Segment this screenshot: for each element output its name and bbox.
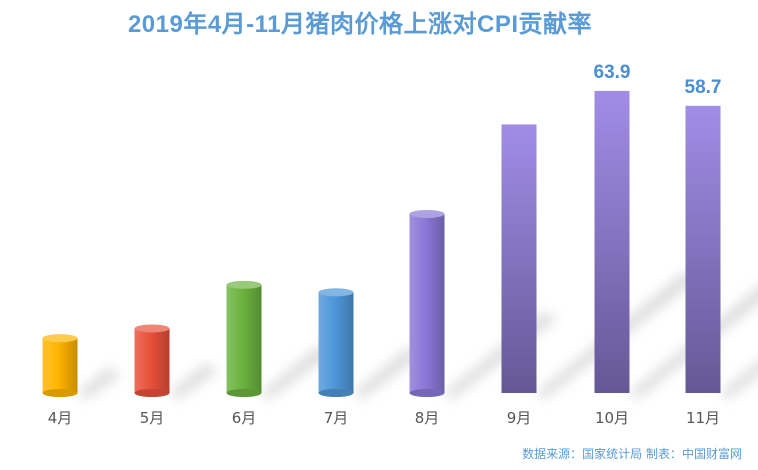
bar-shadow xyxy=(77,368,122,399)
bar-8月 xyxy=(409,213,445,393)
bar-base xyxy=(226,389,262,397)
x-tick-label: 8月 xyxy=(415,409,440,427)
bar-9月 xyxy=(501,124,537,393)
chart-title: 2019年4月-11月猪肉价格上涨对CPI贡献率 xyxy=(127,11,593,38)
bar-4月 xyxy=(42,338,78,393)
bar-shadow xyxy=(169,363,219,399)
bar-6月 xyxy=(226,284,262,393)
bar-base xyxy=(409,389,445,397)
bar-shadow xyxy=(720,362,758,399)
bars xyxy=(42,90,721,397)
x-tick-label: 10月 xyxy=(595,409,629,427)
x-axis-ticks: 4月 5月 6月 7月 8月 9月 10月 11月 xyxy=(48,409,720,427)
bar-cap xyxy=(318,288,354,297)
x-tick-label: 6月 xyxy=(232,409,257,427)
bar-base xyxy=(134,389,170,397)
data-label: 63.9 xyxy=(594,62,631,83)
x-tick-label: 9月 xyxy=(507,409,532,427)
bar-11月 xyxy=(685,105,721,393)
bar-shadow xyxy=(353,347,423,399)
bar-10月 xyxy=(594,90,630,394)
bar-shadow xyxy=(261,344,335,399)
bar-cap xyxy=(134,324,170,333)
data-labels: 63.9 58.7 xyxy=(594,62,722,98)
bar-7月 xyxy=(318,292,354,393)
x-tick-label: 7月 xyxy=(324,409,349,427)
bar-base xyxy=(42,389,78,397)
data-label: 58.7 xyxy=(685,77,722,98)
bar-cap xyxy=(42,334,78,343)
bar-cap xyxy=(409,209,445,218)
bar-shadow xyxy=(444,312,557,399)
x-tick-label: 5月 xyxy=(140,409,165,427)
bar-5月 xyxy=(134,328,170,393)
bar-base xyxy=(318,389,354,397)
x-tick-label: 11月 xyxy=(686,409,720,427)
bar-cap xyxy=(226,280,262,289)
source-note: 数据来源：国家统计局 制表：中国财富网 xyxy=(522,447,742,461)
x-tick-label: 4月 xyxy=(48,409,73,427)
